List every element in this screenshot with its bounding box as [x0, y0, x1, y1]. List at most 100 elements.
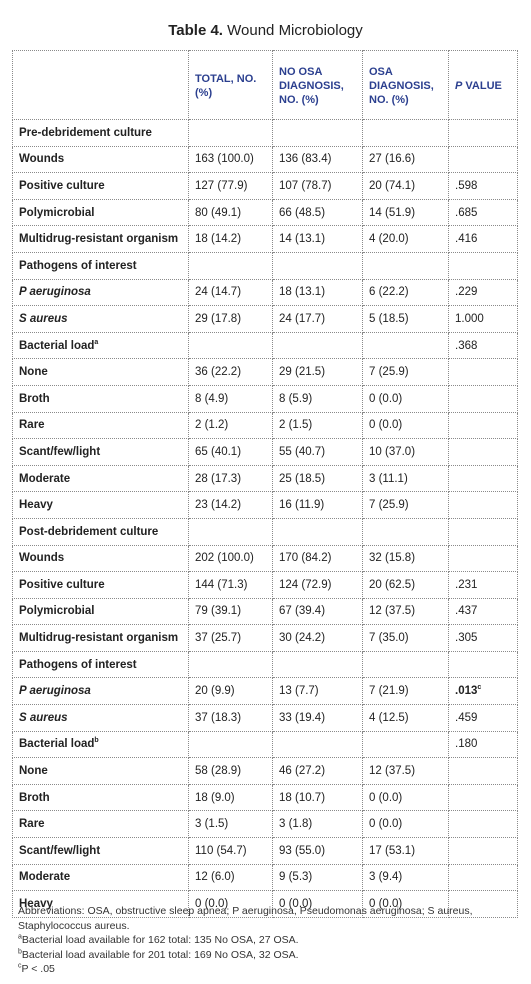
value-cell: 12 (37.5) — [362, 757, 449, 785]
value-cell — [188, 331, 273, 360]
cell-value: 3 (1.8) — [279, 818, 313, 831]
value-cell: 8 (4.9) — [188, 384, 273, 413]
row-label: Positive culture — [12, 571, 189, 599]
value-cell: 18 (10.7) — [272, 783, 363, 812]
cell-value: 14 (13.1) — [279, 233, 326, 246]
cell-value: 0 (0.0) — [369, 392, 403, 405]
cell-value: 3 (1.5) — [195, 818, 229, 831]
row-label: Rare — [12, 411, 189, 440]
value-cell: 6 (22.2) — [362, 278, 449, 307]
cell-value: 3 (9.4) — [369, 871, 403, 884]
row-label: Multidrug-resistant organism — [12, 225, 189, 253]
value-cell: 3 (11.1) — [362, 464, 449, 493]
value-cell: 5 (18.5) — [362, 305, 449, 333]
row-label-text: P aeruginosa — [19, 286, 91, 299]
p-value-cell: .231 — [448, 571, 518, 599]
value-cell: 124 (72.9) — [272, 571, 363, 599]
table-row: Heavy 23 (14.2) 16 (11.9) 7 (25.9) — [12, 491, 518, 519]
value-cell: 24 (14.7) — [188, 278, 273, 307]
cell-value: .685 — [455, 206, 478, 219]
cell-value: 65 (40.1) — [195, 445, 242, 458]
cell-value: 20 (74.1) — [369, 179, 416, 192]
value-cell — [272, 517, 363, 546]
cell-value: 136 (83.4) — [279, 153, 332, 166]
value-cell: 0 (0.0) — [362, 890, 449, 918]
footnote-b-mark: b — [18, 948, 22, 955]
table-row: P aeruginosa 20 (9.9) 13 (7.7) 7 (21.9) .013… — [12, 677, 518, 706]
value-cell — [188, 650, 273, 679]
row-label: Wounds — [12, 544, 189, 573]
table-row: Wounds 202 (100.0) 170 (84.2) 32 (15.8) — [12, 544, 518, 573]
value-cell: 16 (11.9) — [272, 491, 363, 519]
value-cell: 13 (7.7) — [272, 677, 363, 706]
cell-value: 55 (40.7) — [279, 445, 326, 458]
cell-value: .598 — [455, 179, 478, 192]
microbiology-table: TOTAL, NO. (%) NO OSA DIAGNOSIS, NO. (%)… — [12, 50, 518, 918]
cell-value: 12 (37.5) — [369, 765, 416, 778]
cell-value: 66 (48.5) — [279, 206, 326, 219]
footnote-b-text: Bacterial load available for 201 total: … — [21, 948, 299, 961]
row-label-text: Multidrug-resistant organism — [19, 632, 179, 645]
value-cell: 23 (14.2) — [188, 491, 273, 519]
value-cell: 66 (48.5) — [272, 198, 363, 227]
cell-value: 7 (25.9) — [369, 499, 409, 512]
row-label-text: Positive culture — [19, 578, 105, 591]
p-value-cell — [448, 438, 518, 466]
row-label-text: Scant/few/light — [19, 445, 101, 458]
value-cell: 12 (6.0) — [188, 863, 273, 892]
cell-value: 27 (16.6) — [369, 153, 416, 166]
value-cell — [272, 251, 363, 280]
row-label: Broth — [12, 783, 189, 812]
value-cell — [362, 730, 449, 759]
section-row: Pathogens of interest — [12, 650, 518, 679]
cell-value: .013 — [455, 685, 478, 698]
footnote-abbreviations: Abbreviations: OSA, obstructive sleep ap… — [18, 905, 473, 932]
p-value-cell — [448, 464, 518, 493]
row-label: S aureus — [12, 305, 189, 333]
cell-value: 6 (22.2) — [369, 286, 409, 299]
p-value-cell — [448, 837, 518, 865]
row-label-text: Scant/few/light — [19, 844, 101, 857]
table-row: Polymicrobial 79 (39.1) 67 (39.4) 12 (37.5)… — [12, 597, 518, 626]
cell-value: 24 (17.7) — [279, 312, 326, 325]
value-cell: 7 (25.9) — [362, 358, 449, 386]
cell-value: 24 (14.7) — [195, 286, 242, 299]
p-value-cell: .305 — [448, 624, 518, 652]
table-title: Table 4. Wound Microbiology — [0, 22, 531, 39]
row-label: Bacterial loada — [12, 331, 189, 360]
footnotes: Abbreviations: OSA, obstructive sleep ap… — [18, 904, 513, 977]
cell-value: 2 (1.5) — [279, 419, 313, 432]
value-cell: 18 (14.2) — [188, 225, 273, 253]
row-label: P aeruginosa — [12, 278, 189, 307]
value-cell: 18 (9.0) — [188, 783, 273, 812]
cell-value: 2 (1.2) — [195, 419, 229, 432]
p-value-cell — [448, 411, 518, 440]
value-cell — [362, 331, 449, 360]
value-cell — [272, 730, 363, 759]
value-cell: 7 (25.9) — [362, 491, 449, 519]
value-cell: 29 (21.5) — [272, 358, 363, 386]
cell-value: 17 (53.1) — [369, 844, 416, 857]
value-cell: 46 (27.2) — [272, 757, 363, 785]
value-cell: 18 (13.1) — [272, 278, 363, 307]
row-label-text: Broth — [19, 791, 50, 804]
value-cell: 2 (1.2) — [188, 411, 273, 440]
row-label-text: Moderate — [19, 871, 71, 884]
footnote-marker: b — [94, 737, 99, 745]
cell-value: 110 (54.7) — [195, 844, 247, 857]
value-cell — [188, 119, 273, 147]
row-label: Pre-debridement culture — [12, 119, 189, 147]
value-cell — [272, 650, 363, 679]
row-label-text: Rare — [19, 818, 45, 831]
table-row: Broth 18 (9.0) 18 (10.7) 0 (0.0) — [12, 783, 518, 812]
p-value-cell: .459 — [448, 704, 518, 732]
table-row: Rare 2 (1.2) 2 (1.5) 0 (0.0) — [12, 411, 518, 440]
value-cell: 3 (1.8) — [272, 810, 363, 839]
value-cell: 20 (62.5) — [362, 571, 449, 599]
row-label: Scant/few/light — [12, 837, 189, 865]
row-label-text: S aureus — [19, 711, 68, 724]
footnote-marker: a — [94, 338, 99, 346]
cell-value: 93 (55.0) — [279, 844, 326, 857]
cell-value: .368 — [455, 339, 478, 352]
p-value-cell — [448, 384, 518, 413]
